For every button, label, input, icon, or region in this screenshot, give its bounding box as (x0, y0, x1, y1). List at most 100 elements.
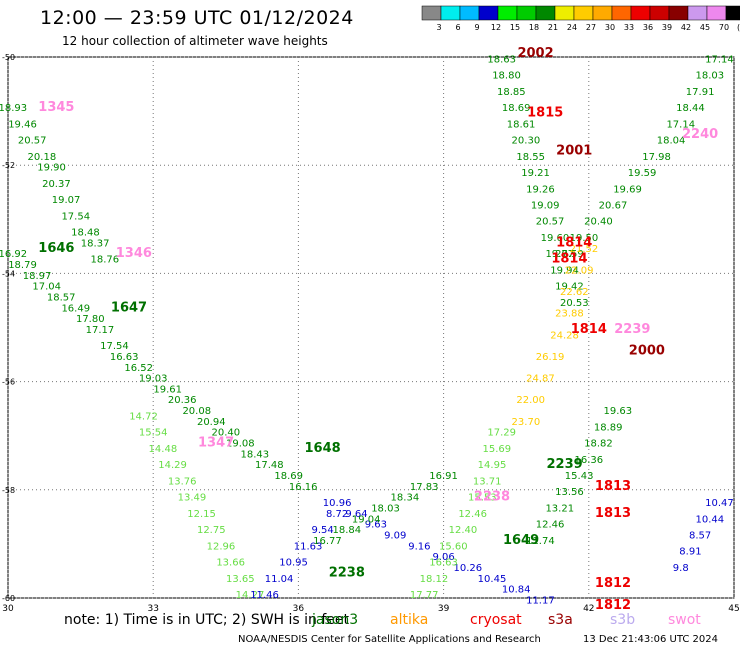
pass-time-label: 2240 (682, 127, 718, 142)
colorbar-swatch (592, 5, 613, 21)
data-point-label: 17.91 (686, 87, 715, 98)
pass-time-label: 1812 (595, 576, 631, 591)
data-point-label: 10.96 (323, 498, 352, 509)
data-point-label: 20.08 (182, 406, 211, 417)
data-point-label: 11.74 (526, 536, 555, 547)
colorbar-swatch (573, 5, 594, 21)
data-point-label: 13.71 (473, 476, 502, 487)
data-point-label: 17.98 (642, 152, 671, 163)
data-point-label: 16.92 (0, 249, 27, 260)
colorbar-swatch (668, 5, 689, 21)
x-tick-label: 42 (583, 604, 594, 614)
data-point-label: 19.59 (628, 168, 657, 179)
data-point-label: 17.77 (410, 590, 439, 601)
data-point-label: 18.43 (241, 449, 270, 460)
colorbar-label: 3 (436, 23, 441, 32)
data-point-label: 10.44 (695, 514, 724, 525)
pass-time-label: 2000 (629, 344, 665, 359)
data-point-label: 16.91 (429, 471, 458, 482)
data-point-label: 16.36 (574, 455, 603, 466)
data-point-label: 20.18 (28, 152, 57, 163)
pass-time-label: 1647 (111, 300, 147, 315)
data-point-label: 11.46 (250, 590, 279, 601)
data-point-label: 19.90 (37, 163, 66, 174)
satellite-s3a-label: s3a (548, 612, 573, 628)
data-point-label: 18.97 (23, 271, 52, 282)
colorbar-swatch (535, 5, 556, 21)
data-point-label: 19.46 (8, 119, 37, 130)
data-point-label: 17.14 (666, 119, 695, 130)
data-point-label: 12.46 (536, 520, 565, 531)
data-point-label: 12.46 (458, 509, 487, 520)
data-point-label: 18.12 (420, 574, 449, 585)
data-point-label: 20.40 (211, 428, 240, 439)
data-point-label: 12.15 (187, 509, 216, 520)
data-point-label: 20.53 (560, 298, 589, 309)
data-point-label: 15.53 (468, 493, 497, 504)
data-point-label: 18.03 (695, 71, 724, 82)
data-point-label: 15.43 (565, 471, 594, 482)
data-point-label: 19.42 (555, 282, 584, 293)
colorbar-swatch (687, 5, 708, 21)
data-point-label: 17.83 (410, 482, 439, 493)
pass-time-label: 1346 (116, 246, 152, 261)
colorbar-swatch (421, 5, 442, 21)
data-point-label: 15.60 (439, 541, 468, 552)
data-point-label: 19.07 (52, 195, 81, 206)
data-point-label: 14.95 (478, 460, 507, 471)
data-point-label: 13.65 (226, 574, 255, 585)
colorbar-swatch (478, 5, 499, 21)
colorbar-label: 30 (605, 23, 615, 32)
data-point-label: 18.76 (90, 255, 119, 266)
data-point-label: 24.87 (526, 374, 555, 385)
colorbar-label: (ft) (737, 23, 740, 32)
pass-time-label: 1812 (595, 598, 631, 613)
colorbar-swatch (649, 5, 670, 21)
pass-time-label: 1646 (38, 241, 74, 256)
data-point-label: 18.79 (8, 260, 37, 271)
data-point-label: 23.88 (555, 309, 584, 320)
data-point-label: 20.57 (536, 217, 565, 228)
data-point-label: 18.93 (0, 103, 27, 114)
colorbar-label: 42 (681, 23, 691, 32)
data-point-label: 17.80 (76, 314, 105, 325)
data-point-label: 19.09 (531, 200, 560, 211)
data-point-label: 18.37 (81, 238, 110, 249)
footer-credit: NOAA/NESDIS Center for Satellite Applica… (238, 634, 541, 645)
data-point-label: 22.00 (516, 395, 545, 406)
data-point-label: 8.57 (689, 530, 711, 541)
chart-subtitle: 12 hour collection of altimeter wave hei… (62, 34, 328, 48)
colorbar-label: 39 (662, 23, 672, 32)
data-point-label: 19.63 (604, 406, 633, 417)
data-point-label: 10.84 (502, 585, 531, 596)
data-point-label: 20.30 (512, 136, 541, 147)
data-point-label: 12.75 (197, 525, 226, 536)
data-point-label: 18.80 (492, 71, 521, 82)
data-point-label: 18.82 (584, 439, 613, 450)
data-point-label: 18.69 (502, 103, 531, 114)
pass-time-label: 2001 (556, 143, 592, 158)
colorbar-swatch (554, 5, 575, 21)
data-point-label: 19.77 (545, 249, 574, 260)
data-point-label: 18.89 (594, 422, 623, 433)
data-point-label: 19.21 (521, 168, 550, 179)
data-point-label: 13.56 (555, 487, 584, 498)
data-point-label: 9.64 (345, 509, 367, 520)
colorbar-swatch (516, 5, 537, 21)
data-point-label: 16.49 (61, 303, 90, 314)
colorbar-label: 6 (455, 23, 460, 32)
colorbar-swatch (725, 5, 740, 21)
data-point-label: 9.09 (384, 530, 406, 541)
data-point-label: 19.08 (226, 439, 255, 450)
pass-time-label: 2002 (517, 46, 553, 61)
x-tick-label: 30 (2, 604, 14, 614)
pass-time-label: 1813 (595, 506, 631, 521)
data-point-label: 16.63 (429, 558, 458, 569)
data-point-label: 13.21 (545, 503, 574, 514)
pass-time-label: 1648 (305, 441, 341, 456)
satellite-s3b-label: s3b (610, 612, 636, 628)
footer-note: note: 1) Time is in UTC; 2) SWH is in fe… (64, 612, 350, 628)
data-point-label: 15.54 (139, 428, 168, 439)
data-point-label: 9.54 (311, 525, 333, 536)
data-point-label: 17.04 (32, 282, 61, 293)
